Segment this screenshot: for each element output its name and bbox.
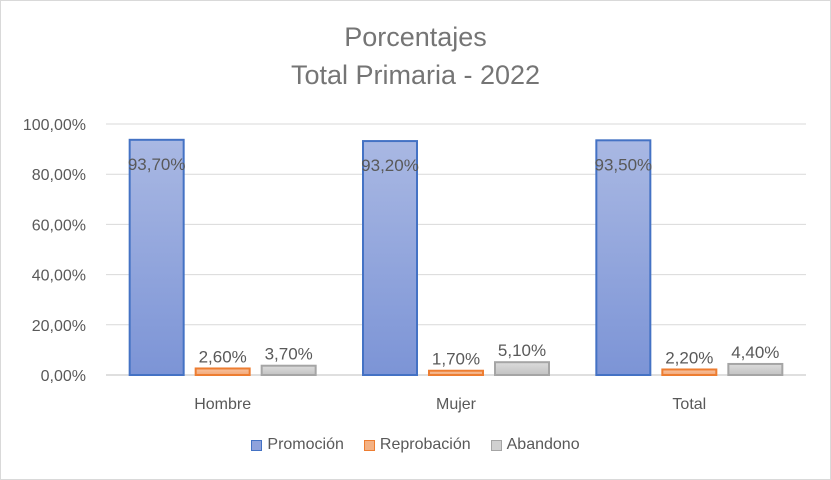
y-tick-label: 0,00% [41,368,86,385]
data-label: 93,50% [594,155,652,174]
bar-promocin-mujer [362,140,418,376]
legend-label: Abandono [506,436,580,453]
bar-abandono-total [727,362,784,376]
legend-label: Promoción [267,436,344,453]
bar-abandono-mujer [494,361,550,377]
y-tick-label: 100,00% [23,117,86,134]
legend: Promoción Reprobación Abandono [0,436,831,454]
x-tick-label: Hombre [194,396,251,413]
legend-swatch [363,439,375,451]
legend-item: Promoción [251,436,344,454]
chart-subtitle: Total Primaria - 2022 [290,60,541,90]
bar-reprobacin-hombre [194,367,251,376]
bar-reprobacin-mujer [428,369,484,377]
legend-swatch [251,439,263,451]
y-tick-label: 20,00% [32,318,86,335]
data-label: 93,70% [128,155,186,174]
chart-title: Porcentajes [344,22,487,52]
data-label: 4,40% [731,343,779,362]
legend-swatch [490,439,502,451]
data-label: 93,20% [361,156,419,175]
x-tick-label: Total [672,396,706,413]
x-tick-label: Mujer [436,396,477,413]
legend-item: Reprobación [363,436,471,454]
y-tick-label: 80,00% [32,167,86,184]
data-label: 3,70% [265,345,313,364]
data-label: 5,10% [498,341,546,360]
bar-reprobacin-total [661,368,718,376]
data-label: 2,20% [665,348,713,367]
data-label: 1,70% [432,350,480,369]
bar-promocin-hombre [128,138,185,376]
legend-label: Reprobación [379,436,471,453]
data-label: 2,60% [199,347,247,366]
y-tick-label: 40,00% [32,268,86,285]
bar-abandono-hombre [260,364,317,377]
legend-item: Abandono [490,436,580,454]
bar-promocin-total [595,139,652,376]
y-tick-label: 60,00% [32,217,86,234]
